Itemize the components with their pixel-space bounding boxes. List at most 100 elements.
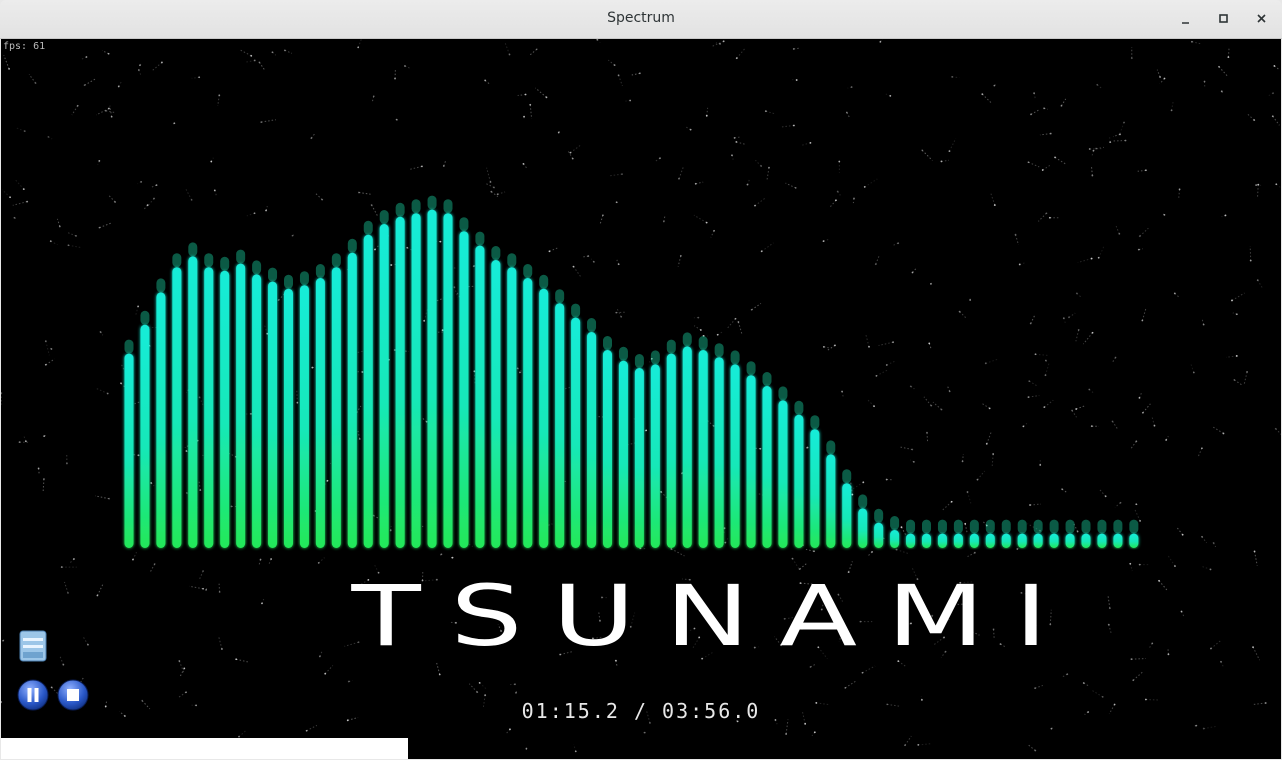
star	[1167, 653, 1170, 656]
star-streak	[404, 65, 411, 69]
star	[8, 67, 10, 70]
star-streak	[12, 201, 28, 206]
star-streak	[663, 215, 666, 222]
star	[943, 619, 946, 622]
star	[705, 114, 708, 117]
star-streak	[1021, 592, 1026, 595]
star	[911, 271, 914, 274]
star	[981, 93, 984, 96]
star	[569, 151, 572, 154]
star	[1034, 687, 1036, 690]
star	[423, 319, 426, 322]
star	[1209, 568, 1212, 571]
spectrum-bar	[236, 263, 246, 548]
star-streak	[1132, 670, 1145, 681]
spectrum-bar	[140, 324, 150, 548]
star-streak	[105, 700, 108, 707]
star-streak	[94, 495, 110, 500]
minimize-button[interactable]	[1176, 9, 1196, 29]
spectrum-bar	[730, 364, 740, 548]
star	[514, 683, 516, 686]
spectrum-bar	[475, 245, 485, 548]
star-streak	[910, 385, 915, 390]
spectrum-peak	[347, 238, 357, 253]
star	[1264, 702, 1267, 704]
spectrum-peak	[379, 210, 389, 224]
star-streak	[56, 218, 61, 227]
star-streak	[178, 660, 185, 674]
star	[137, 305, 140, 308]
star-streak	[867, 399, 875, 407]
spectrum-bar	[714, 357, 724, 548]
spectrum-peak	[937, 519, 947, 534]
star	[85, 56, 88, 58]
spectrum-peak	[1129, 519, 1139, 534]
spectrum-peak	[331, 253, 341, 268]
star-streak	[80, 56, 87, 60]
stop-button[interactable]	[57, 679, 89, 711]
star	[754, 204, 756, 207]
star	[1043, 107, 1045, 110]
star	[455, 621, 457, 624]
pause-icon	[17, 679, 49, 711]
spectrum-bar	[810, 429, 820, 548]
spectrum-peak	[666, 339, 676, 354]
star	[985, 442, 988, 445]
star	[1119, 501, 1122, 504]
spectrum-peak	[634, 354, 644, 368]
star	[395, 118, 398, 121]
star	[50, 686, 53, 689]
star	[951, 75, 954, 78]
star	[659, 157, 661, 160]
star	[1049, 132, 1052, 135]
star	[984, 362, 987, 365]
star	[809, 666, 812, 668]
star	[930, 283, 932, 285]
star	[992, 453, 995, 455]
spectrum-peak	[890, 516, 900, 530]
close-button[interactable]	[1252, 9, 1272, 29]
star-streak	[310, 133, 316, 139]
star	[733, 137, 736, 139]
open-file-button[interactable]	[18, 629, 48, 663]
star	[629, 99, 632, 102]
star	[1022, 425, 1025, 428]
star	[897, 242, 900, 245]
star	[737, 321, 740, 323]
star	[67, 592, 69, 594]
star-streak	[921, 149, 933, 161]
star	[1091, 174, 1094, 177]
star-streak	[119, 711, 126, 717]
star-streak	[421, 417, 428, 423]
star	[43, 435, 46, 438]
star-streak	[1252, 702, 1266, 706]
spectrum-bar	[252, 274, 262, 548]
star-streak	[95, 387, 108, 395]
spectrum-bar	[778, 400, 788, 548]
star	[436, 578, 438, 581]
star	[861, 671, 864, 674]
star	[473, 265, 475, 267]
maximize-button[interactable]	[1214, 9, 1234, 29]
star-streak	[96, 582, 105, 596]
star	[1, 701, 2, 703]
spectrum-peak	[826, 440, 836, 455]
star	[1203, 80, 1206, 83]
star	[346, 719, 349, 722]
star	[259, 558, 262, 561]
spectrum-bar	[826, 454, 836, 548]
star	[969, 299, 972, 301]
star-streak	[42, 478, 45, 492]
spectrum-bar	[746, 375, 756, 548]
star	[985, 524, 988, 527]
spectrum-peak	[188, 242, 198, 257]
star-streak	[1275, 183, 1281, 189]
star-streak	[1151, 416, 1155, 426]
pause-button[interactable]	[17, 679, 49, 711]
spectrum-peak	[778, 386, 788, 401]
playback-progress-bar[interactable]	[1, 738, 409, 759]
spectrum-bar	[922, 533, 931, 548]
spectrum-bars	[124, 195, 1139, 549]
star	[146, 204, 149, 207]
star-streak	[926, 432, 929, 443]
